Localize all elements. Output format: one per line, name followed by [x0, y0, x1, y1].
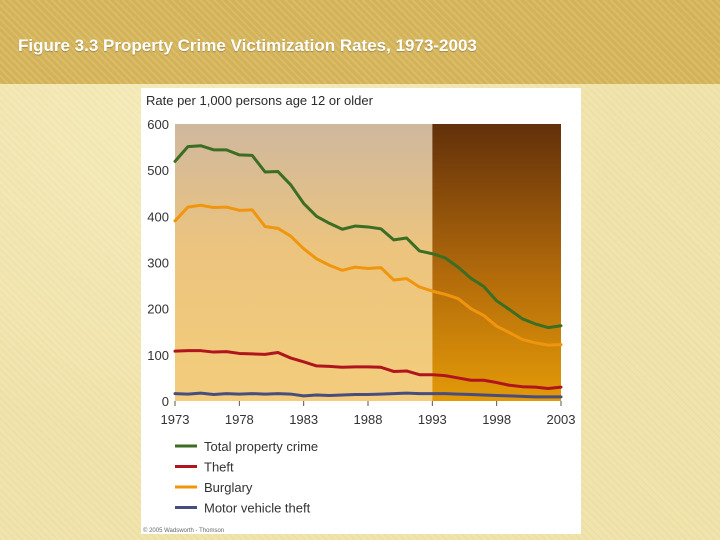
legend-label: Burglary	[204, 480, 253, 495]
legend-label: Motor vehicle theft	[204, 501, 311, 516]
x-tick-label: 1993	[418, 412, 447, 427]
y-tick-label: 300	[147, 256, 169, 271]
y-tick-label: 0	[162, 394, 169, 409]
x-tick-label: 1988	[354, 412, 383, 427]
legend-label: Theft	[204, 460, 234, 475]
x-tick-label: 1978	[225, 412, 254, 427]
series-line-theft	[173, 349, 563, 391]
series-line-total-property-crime	[173, 144, 563, 330]
x-tick-label: 2003	[547, 412, 576, 427]
y-tick-label: 200	[147, 302, 169, 317]
y-axis-title: Rate per 1,000 persons age 12 or older	[146, 93, 374, 108]
legend-label: Total property crime	[204, 439, 318, 454]
slide-title: Figure 3.3 Property Crime Victimization …	[18, 36, 477, 55]
x-tick-label: 1983	[289, 412, 318, 427]
series-line-motor-vehicle-theft	[173, 391, 563, 399]
plot-area-pre-1993	[175, 124, 433, 401]
x-tick-label: 1973	[161, 412, 190, 427]
figure-panel: Rate per 1,000 persons age 12 or older 0…	[141, 88, 581, 534]
x-tick-label: 1998	[482, 412, 511, 427]
y-tick-label: 500	[147, 163, 169, 178]
y-tick-label: 600	[147, 117, 169, 132]
y-tick-label: 100	[147, 348, 169, 363]
line-chart: Rate per 1,000 persons age 12 or older 0…	[143, 93, 576, 534]
series-line-burglary	[173, 203, 563, 347]
copyright-text: © 2005 Wadsworth - Thomson	[143, 527, 224, 534]
title-band	[0, 0, 720, 84]
y-tick-label: 400	[147, 209, 169, 224]
